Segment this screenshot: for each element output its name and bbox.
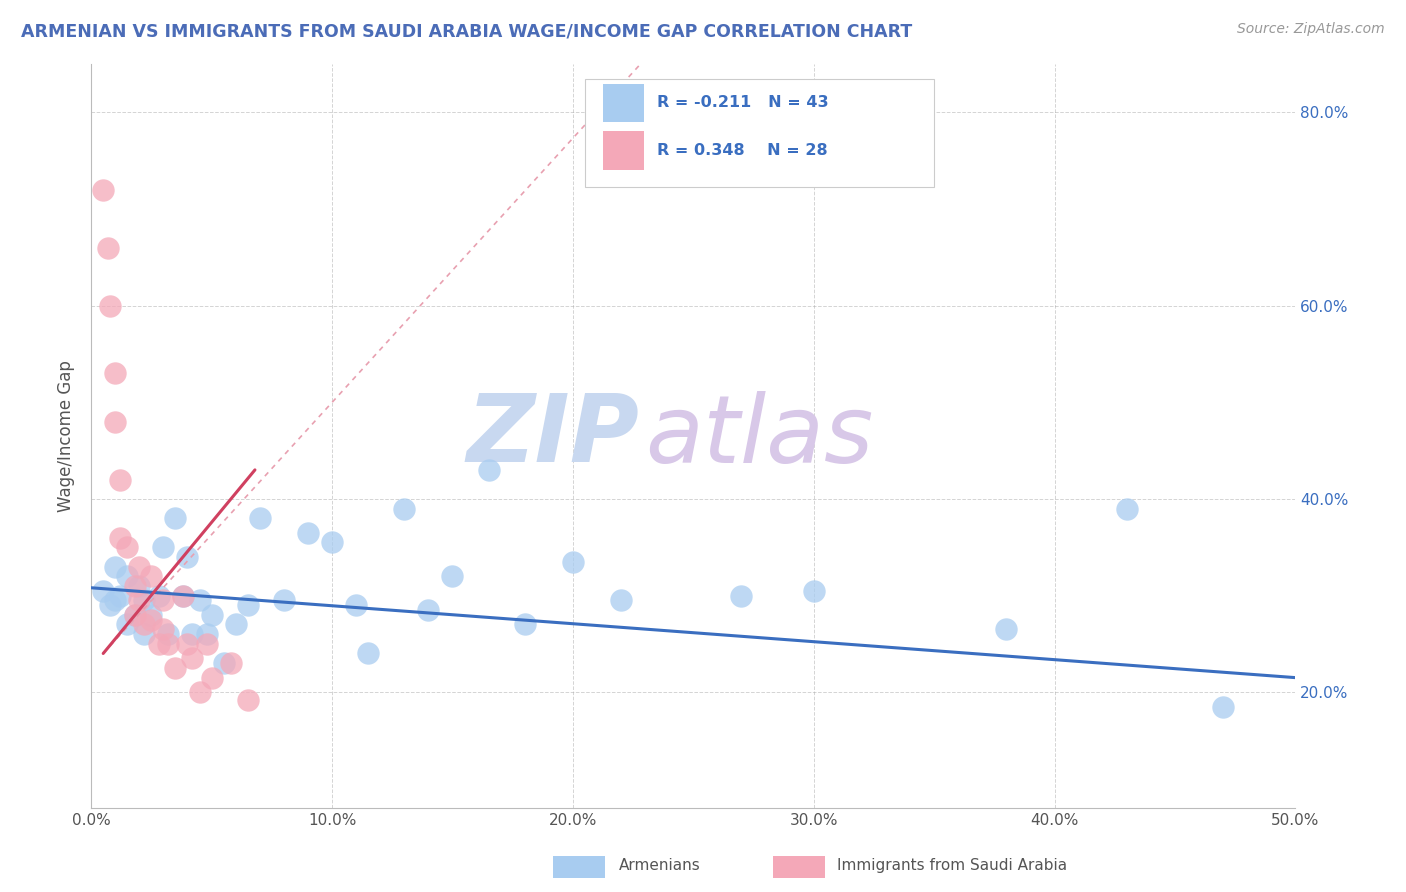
Point [91,183,114,197]
Point [236,598,259,612]
Point [172,589,194,603]
Point [995,623,1018,637]
Point [273,593,295,607]
Point [124,607,146,622]
Point [321,535,343,549]
Point [195,627,218,641]
Point [212,656,235,670]
Text: Source: ZipAtlas.com: Source: ZipAtlas.com [1237,22,1385,37]
Point [124,579,146,593]
Point [730,589,752,603]
Point [134,617,156,632]
Point [141,569,163,583]
Point [181,651,204,665]
Point [157,637,180,651]
Point [104,559,127,574]
Point [176,549,198,564]
Point [152,540,174,554]
Point [124,607,146,622]
Point [200,607,222,622]
Point [104,366,127,380]
Point [134,627,156,641]
Point [117,617,139,632]
Point [236,693,259,707]
Point [91,583,114,598]
Point [152,593,174,607]
Point [418,603,440,617]
Point [561,555,583,569]
Point [148,637,170,651]
Text: atlas: atlas [645,391,873,482]
Point [477,463,499,477]
Point [108,531,131,545]
Text: ZIP: ZIP [467,390,640,482]
Point [297,525,319,540]
Point [117,540,139,554]
Point [165,511,187,525]
Point [219,656,242,670]
Point [1212,699,1234,714]
Point [141,613,163,627]
Point [117,569,139,583]
Text: R = -0.211   N = 43: R = -0.211 N = 43 [657,95,828,111]
Point [108,589,131,603]
Point [108,473,131,487]
Point [803,583,825,598]
Point [157,627,180,641]
Y-axis label: Wage/Income Gap: Wage/Income Gap [58,360,75,512]
Point [441,569,464,583]
Point [195,637,218,651]
Point [100,299,122,313]
Text: Armenians: Armenians [619,858,700,872]
Point [165,661,187,675]
Point [97,241,120,255]
Point [152,623,174,637]
Point [225,617,247,632]
Point [134,593,156,607]
Point [513,617,536,632]
Point [249,511,271,525]
Point [104,593,127,607]
Text: R = 0.348    N = 28: R = 0.348 N = 28 [657,143,828,158]
Point [357,647,380,661]
Point [128,593,150,607]
Point [128,579,150,593]
Point [176,637,198,651]
Point [344,598,367,612]
Point [100,598,122,612]
Point [181,627,204,641]
FancyBboxPatch shape [603,84,644,122]
FancyBboxPatch shape [603,131,644,169]
Point [148,589,170,603]
Point [1115,501,1137,516]
Point [200,671,222,685]
Point [104,415,127,429]
Text: Immigrants from Saudi Arabia: Immigrants from Saudi Arabia [837,858,1067,872]
Point [128,559,150,574]
Point [188,685,211,699]
Point [188,593,211,607]
Point [141,607,163,622]
Point [172,589,194,603]
Point [610,593,633,607]
Text: ARMENIAN VS IMMIGRANTS FROM SAUDI ARABIA WAGE/INCOME GAP CORRELATION CHART: ARMENIAN VS IMMIGRANTS FROM SAUDI ARABIA… [21,22,912,40]
Point [394,501,416,516]
FancyBboxPatch shape [585,78,934,186]
